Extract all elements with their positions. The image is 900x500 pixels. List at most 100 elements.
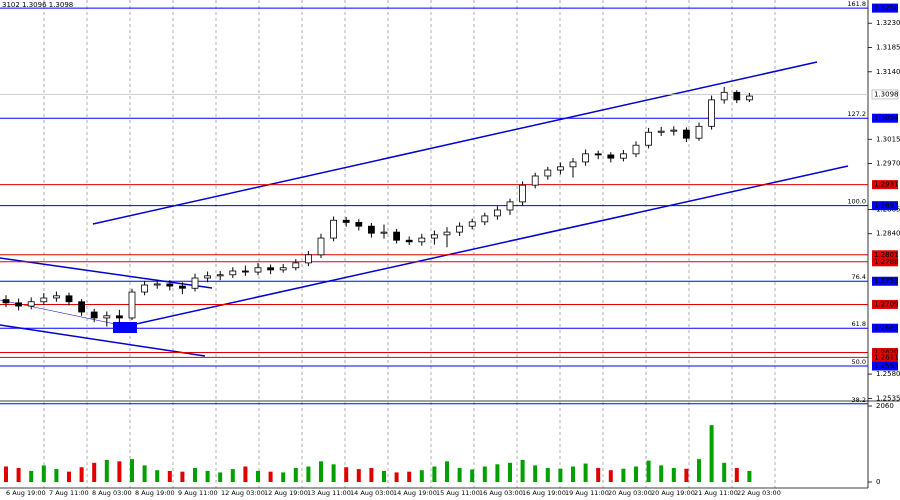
x-tick-label: 12 Aug 19:00 (264, 489, 308, 497)
y-tick-label: 2060 (876, 402, 894, 410)
volume-bar (520, 459, 525, 482)
volume-bar (369, 467, 374, 482)
candle-body (304, 254, 312, 264)
volume-bar (104, 459, 109, 482)
candle-body (267, 267, 275, 271)
y-tick-label: 1.3015 (876, 135, 900, 143)
y-tick-label: 1.2970 (876, 160, 900, 168)
price-label: 1.3098 (874, 90, 899, 98)
x-tick-label: 14 Aug 19:00 (393, 489, 437, 497)
candle-body (380, 231, 388, 234)
candle-body (657, 130, 665, 133)
x-tick-label: 20 Aug 19:00 (651, 489, 695, 497)
candle-body (254, 267, 262, 273)
candle-body (116, 315, 123, 319)
volume-bar (155, 470, 160, 482)
x-tick-label: 15 Aug 11:00 (436, 489, 480, 497)
candle-body (204, 275, 212, 279)
fib-label: 61.8 (852, 320, 866, 328)
candle-body (720, 91, 728, 101)
volume-bar (596, 467, 601, 482)
candle-body (229, 270, 237, 276)
price-label: 1.2665 (874, 324, 899, 332)
volume-bar (16, 467, 21, 482)
candle-body (103, 315, 111, 319)
candle-body (733, 91, 741, 101)
fib-label: 50.0 (852, 358, 866, 366)
volume-bar (218, 472, 223, 482)
y-tick-label: 1.2840 (876, 230, 900, 238)
volume-bar (29, 470, 34, 482)
price-box (872, 3, 898, 13)
x-tick-label: 16 Aug 19:00 (522, 489, 566, 497)
volume-bar (419, 470, 424, 482)
fib-label: 38.2 (852, 396, 866, 404)
fib-label: 100.0 (847, 198, 866, 206)
y-tick-label: 1.2535 (876, 394, 900, 402)
volume-bar (495, 464, 500, 482)
volume-bar (243, 466, 248, 482)
x-tick-label: 14 Aug 03:00 (350, 489, 394, 497)
candle-body (355, 222, 363, 227)
candle-body (531, 175, 539, 186)
candle-body (493, 209, 501, 217)
price-box (872, 361, 898, 371)
candle-body (506, 201, 514, 211)
volume-bar (646, 460, 651, 482)
candle-body (557, 166, 564, 171)
volume-bar (407, 471, 412, 482)
channel-line (92, 61, 818, 225)
candle-body (746, 95, 753, 101)
y-tick-label: 0 (876, 478, 880, 486)
volume-bar (41, 465, 46, 482)
volume-bar (482, 466, 487, 482)
volume-bar (306, 466, 311, 482)
volume-bar (747, 470, 752, 482)
price-box (872, 250, 898, 260)
volume-bar (394, 472, 399, 482)
fib-label: 161.8 (847, 0, 866, 8)
candle-body (569, 161, 577, 168)
candle-body (53, 295, 60, 299)
price-label: 1.2801 (874, 251, 899, 259)
volume-bar (533, 465, 538, 482)
price-box (872, 113, 898, 123)
volume-bar (67, 471, 71, 482)
marker (113, 322, 137, 333)
volume-bar (671, 467, 676, 482)
volume-bar (356, 469, 361, 482)
candle-body (166, 283, 174, 287)
fib-label: 127.2 (847, 110, 866, 118)
price-box (872, 352, 898, 362)
price-label: 1.2788 (874, 258, 899, 266)
candle-body (430, 234, 438, 239)
volume-bar (722, 462, 727, 482)
candle-body (342, 219, 350, 223)
candle-body (27, 301, 35, 307)
fib-label: 76.4 (852, 273, 866, 281)
trend-line (0, 324, 206, 357)
volume-bar (508, 462, 512, 482)
x-tick-label: 16 Aug 03:00 (479, 489, 523, 497)
candle-body (191, 277, 199, 289)
candle-body (607, 154, 615, 159)
candle-body (393, 231, 401, 241)
price-box (872, 347, 898, 357)
x-tick-label: 8 Aug 03:00 (92, 489, 132, 497)
candle-body (645, 131, 652, 146)
volume-bar (470, 469, 475, 482)
price-box (872, 201, 898, 211)
x-tick-label: 6 Aug 19:00 (6, 489, 46, 497)
x-tick-label: 21 Aug 11:00 (694, 489, 738, 497)
volume-bar (193, 467, 197, 482)
candle-body (40, 297, 48, 303)
candle-body (141, 284, 149, 293)
price-label: 1.3054 (874, 114, 899, 122)
volume-bar (54, 469, 59, 482)
candle-body (683, 129, 690, 139)
price-label: 1.3258 (874, 4, 899, 12)
volume-bar (331, 464, 336, 482)
volume-bar (608, 470, 613, 482)
x-tick-label: 8 Aug 19:00 (135, 489, 175, 497)
